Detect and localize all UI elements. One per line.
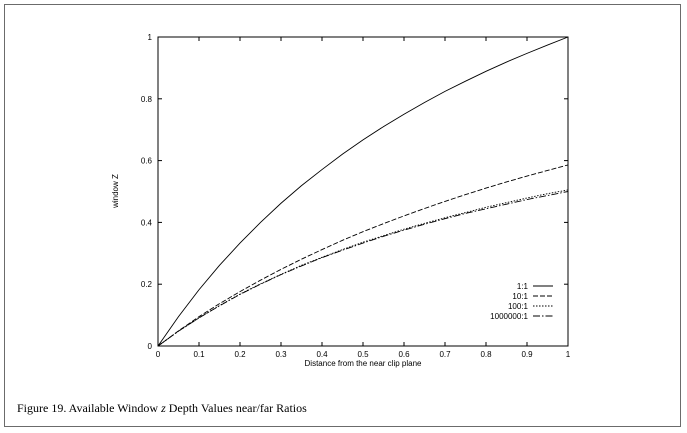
y-tick-label: 0 [148,342,153,351]
x-tick-label: 0.7 [439,350,451,359]
legend-label-0: 1:1 [517,282,529,291]
plot-area-border [157,36,569,347]
x-tick-label: 0.1 [193,350,205,359]
x-tick-label: 0 [156,350,161,359]
y-tick-label: 0.8 [141,95,153,104]
x-tick-label: 0.3 [275,350,287,359]
series-line-0 [157,36,569,347]
y-tick-label: 0.4 [141,218,153,227]
series-line-2 [157,189,569,347]
series-line-3 [157,191,569,347]
caption-variable: z [161,401,166,415]
y-tick-label: 0.2 [141,280,153,289]
x-tick-label: 0.9 [521,350,533,359]
x-tick-label: 0.4 [316,350,328,359]
figure-caption: Figure 19. Available Window z Depth Valu… [17,401,307,416]
series-line-1 [157,164,569,347]
legend-label-3: 1000000:1 [490,312,528,321]
x-tick-label: 0.6 [398,350,410,359]
y-axis-label: window Z [111,174,120,209]
legend-label-1: 10:1 [512,292,528,301]
caption-suffix: Depth Values near/far Ratios [168,401,307,415]
y-tick-label: 0.6 [141,157,153,166]
y-tick-label: 1 [148,33,153,42]
x-tick-label: 0.2 [234,350,246,359]
x-tick-label: 0.8 [480,350,492,359]
legend-label-2: 100:1 [508,302,529,311]
axis-ticks: 0 0.1 0.2 0.3 0.4 0.5 0.6 0.7 0.8 0.9 1 0 0.2 0.4 0.6 0… [141,33,571,359]
x-tick-label: 1 [566,350,571,359]
x-axis-label: Distance from the near clip plane [305,359,423,368]
x-tick-label: 0.5 [357,350,369,359]
caption-prefix: Figure 19. Available Window [17,401,159,415]
series-lines [157,36,569,347]
